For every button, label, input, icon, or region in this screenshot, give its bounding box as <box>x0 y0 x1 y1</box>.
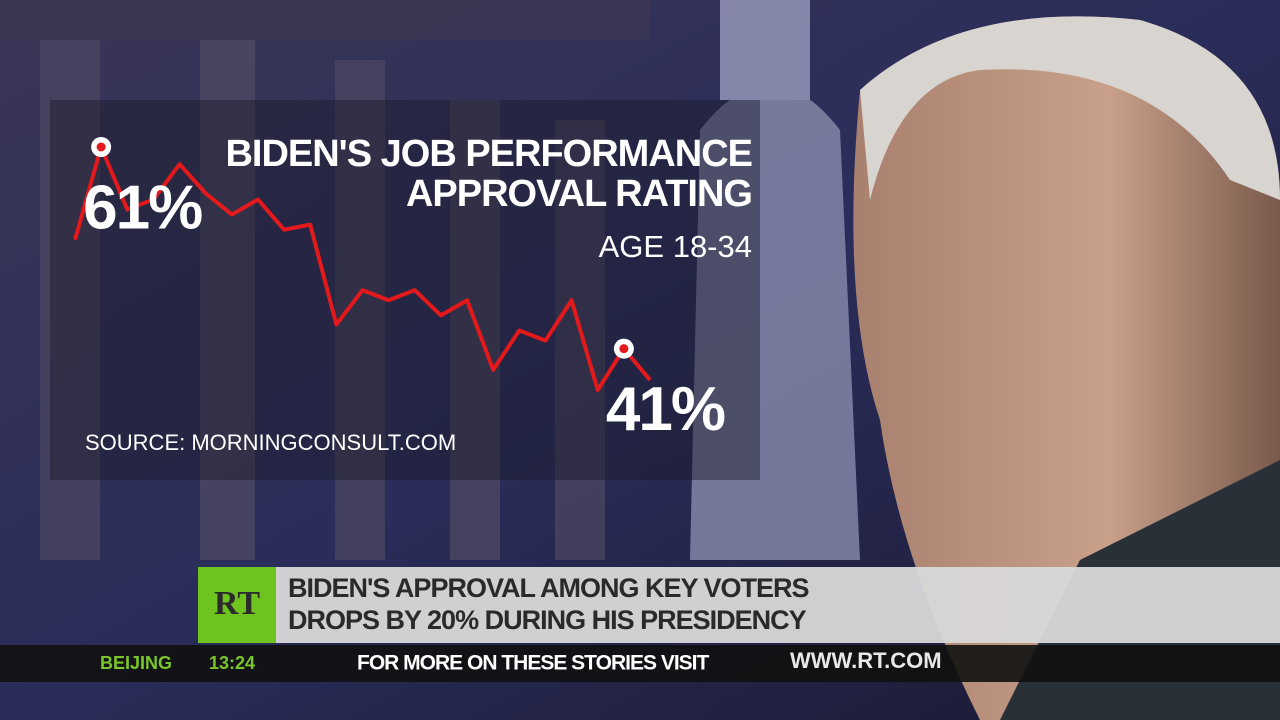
ticker-bar <box>0 645 1280 682</box>
headline: DROPS BY 20% DURING HIS PRESIDENCY <box>288 605 807 635</box>
chart-title: APPROVAL RATING <box>406 173 752 215</box>
value-label: 41% <box>606 375 725 444</box>
point-marker-center <box>619 344 629 354</box>
headline-box <box>276 567 1280 643</box>
logo-box <box>198 567 276 643</box>
ticker: BEIJING 13:24 FOR MORE ON THESE STORIES … <box>0 645 1280 682</box>
ticker-url: WWW.RT.COM <box>790 648 942 673</box>
chart-subtitle: AGE 18-34 <box>599 229 752 264</box>
chart-title: BIDEN'S JOB PERFORMANCE <box>225 133 752 175</box>
ticker-message: FOR MORE ON THESE STORIES VISIT <box>357 652 709 675</box>
building <box>0 0 860 560</box>
headline: BIDEN'S APPROVAL AMONG KEY VOTERS <box>288 573 809 603</box>
source: SOURCE: MORNINGCONSULT.COM <box>85 430 456 455</box>
ticker-time: 13:24 <box>209 653 255 673</box>
lower-third: RT BIDEN'S APPROVAL AMONG KEY VOTERS DRO… <box>198 567 1280 643</box>
point-marker-center <box>96 142 106 152</box>
data-line <box>73 145 652 392</box>
value-label: 61% <box>83 173 202 242</box>
logo: RT <box>214 585 260 622</box>
ticker-city: BEIJING <box>100 653 172 673</box>
chart-panel <box>50 100 760 480</box>
chart: BIDEN'S JOB PERFORMANCE APPROVAL RATING … <box>73 133 753 455</box>
